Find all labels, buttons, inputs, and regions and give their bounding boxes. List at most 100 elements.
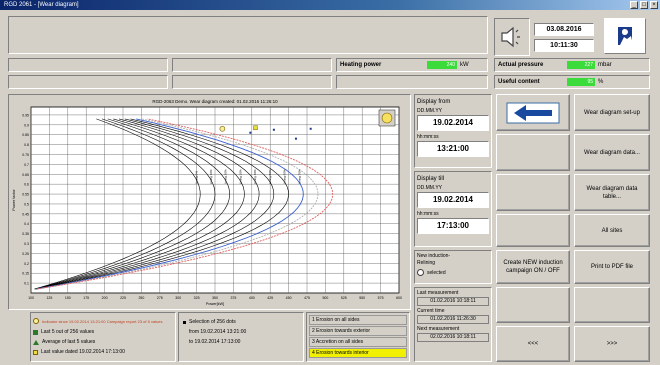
measurement-panel: Last measurement 01.02.2016 10:18:11 Cur… bbox=[414, 287, 492, 362]
yellow-square-icon bbox=[33, 349, 38, 355]
curve-label: Lining 70% bbox=[297, 169, 301, 184]
display-to-date-input[interactable]: 19.02.2014 bbox=[417, 192, 489, 208]
x-tick-label: 250 bbox=[138, 296, 144, 300]
wear-diagram-table-button[interactable]: Wear diagram data table... bbox=[574, 174, 650, 211]
radio-icon[interactable] bbox=[417, 269, 424, 276]
heating-power-label: Heating power bbox=[340, 62, 382, 68]
empty-button-4[interactable] bbox=[496, 287, 570, 323]
wear-curve bbox=[36, 118, 304, 290]
display-from-time-input[interactable]: 13:21:00 bbox=[417, 141, 489, 157]
green-square-icon bbox=[33, 329, 38, 335]
display-to-label: Display till bbox=[417, 176, 445, 182]
data-point bbox=[309, 127, 312, 130]
display-to-time-format: hh:mm:ss bbox=[417, 211, 439, 217]
data-point bbox=[272, 128, 275, 131]
legend-box: Indicator since 19.02.2014 13:21:00 Camp… bbox=[30, 312, 176, 362]
new-relining-radio[interactable]: selected bbox=[417, 269, 489, 276]
speaker-mute-icon[interactable] bbox=[494, 18, 530, 56]
y-tick-label: 0.65 bbox=[22, 173, 29, 177]
time-display: 10:11:30 bbox=[534, 39, 594, 52]
curve-label: Lining 40% bbox=[253, 169, 257, 184]
y-tick-label: 0.55 bbox=[22, 193, 29, 197]
create-campaign-button[interactable]: Create NEW induction campaign ON / OFF bbox=[496, 250, 570, 284]
status-field-5 bbox=[336, 75, 488, 89]
curve-label: Lining 50% bbox=[268, 169, 272, 184]
wear-curve bbox=[35, 118, 245, 290]
legend-item-1: Indicator since 19.02.2014 13:21:00 Camp… bbox=[33, 315, 173, 327]
new-relining-panel: New induction-Relining selected bbox=[414, 250, 492, 284]
legend-text-2: Last 5 out of 256 values bbox=[41, 329, 95, 335]
display-from-panel: Display from DD.MM.YY 19.02.2014 hh:mm:s… bbox=[414, 94, 492, 168]
wear-curve bbox=[35, 118, 275, 290]
empty-button-3[interactable] bbox=[496, 214, 570, 247]
previous-button[interactable]: <<< bbox=[496, 326, 570, 362]
empty-button-1[interactable] bbox=[496, 134, 570, 171]
title-bar: RGD 2061 - [Wear diagram] _ □ × bbox=[0, 0, 660, 10]
curve-label: Lining 30% bbox=[238, 169, 242, 184]
empty-button-5[interactable] bbox=[574, 287, 650, 323]
x-tick-label: 200 bbox=[102, 296, 108, 300]
actual-pressure-field: Actual pressure 227 mbar bbox=[494, 58, 650, 72]
x-tick-label: 225 bbox=[120, 296, 126, 300]
option-erosion-all[interactable]: 1 Erosion on all sides bbox=[309, 315, 407, 325]
display-to-time-input[interactable]: 17:13:00 bbox=[417, 218, 489, 234]
y-tick-label: 0.75 bbox=[22, 153, 29, 157]
x-tick-label: 475 bbox=[304, 296, 310, 300]
display-from-date-input[interactable]: 19.02.2014 bbox=[417, 115, 489, 131]
status-field-2 bbox=[172, 58, 332, 72]
print-pdf-button[interactable]: Print to PDF file bbox=[574, 250, 650, 284]
selection-text-3: to 19.02.2014 17:13:00 bbox=[189, 339, 241, 345]
all-sites-button[interactable]: All sites bbox=[574, 214, 650, 247]
useful-content-field: Useful content 95 % bbox=[494, 75, 650, 89]
triangle-icon bbox=[33, 339, 39, 345]
wear-diagram-chart[interactable]: RGD-2063 Demo. Wear diagram created: 01.… bbox=[9, 95, 410, 309]
selection-line-2: from 19.02.2014 13:21:00 bbox=[183, 327, 299, 337]
wear-diagram-setup-button[interactable]: Wear diagram set-up bbox=[574, 94, 650, 131]
back-button[interactable] bbox=[496, 94, 570, 131]
header-empty-panel bbox=[8, 16, 488, 54]
operator-icon[interactable] bbox=[604, 18, 646, 54]
data-point bbox=[219, 125, 226, 132]
x-tick-label: 300 bbox=[175, 296, 181, 300]
y-tick-label: 0.45 bbox=[22, 212, 29, 216]
new-relining-label: New induction-Relining bbox=[417, 253, 451, 266]
x-tick-label: 575 bbox=[378, 296, 384, 300]
minimize-icon[interactable]: _ bbox=[630, 1, 638, 9]
chart-title: RGD-2063 Demo. Wear diagram created: 01.… bbox=[152, 99, 278, 104]
y-tick-label: 0.85 bbox=[22, 133, 29, 137]
selection-text-1: Selection of 256 dots bbox=[189, 319, 236, 325]
curve-label: Lining 60% bbox=[283, 169, 287, 184]
next-measurement-value: 02.02.2016 10:18:11 bbox=[417, 333, 489, 342]
wear-curve bbox=[34, 118, 231, 290]
maximize-icon[interactable]: □ bbox=[640, 1, 648, 9]
x-tick-label: 125 bbox=[46, 296, 52, 300]
legend-item-3: Average of last 5 values bbox=[33, 337, 173, 347]
display-to-date-format: DD.MM.YY bbox=[417, 185, 442, 191]
wear-curve bbox=[36, 118, 289, 290]
x-tick-label: 450 bbox=[286, 296, 292, 300]
new-relining-radio-label: selected bbox=[427, 269, 446, 276]
x-tick-label: 175 bbox=[83, 296, 89, 300]
useful-content-label: Useful content bbox=[498, 79, 540, 85]
option-erosion-interior[interactable]: 4 Erosion towards interior bbox=[309, 348, 407, 358]
mode-options-box: 1 Erosion on all sides 2 Erosion towards… bbox=[306, 312, 410, 362]
curve-label: Lining 20% bbox=[224, 169, 228, 184]
option-erosion-exterior[interactable]: 2 Erosion towards exterior bbox=[309, 326, 407, 336]
current-time-value: 01.02.2016 11:26:30 bbox=[417, 315, 489, 324]
x-tick-label: 275 bbox=[157, 296, 163, 300]
wear-curve bbox=[34, 118, 216, 290]
last-measurement-value: 01.02.2016 10:18:11 bbox=[417, 297, 489, 306]
y-tick-label: 0.35 bbox=[22, 232, 29, 236]
close-icon[interactable]: × bbox=[650, 1, 658, 9]
empty-button-2[interactable] bbox=[496, 174, 570, 211]
useful-content-value: 95 bbox=[567, 78, 595, 86]
status-field-4 bbox=[172, 75, 332, 89]
heating-power-unit: kW bbox=[460, 62, 469, 68]
data-point bbox=[253, 125, 258, 131]
next-button[interactable]: >>> bbox=[574, 326, 650, 362]
selection-box: Selection of 256 dots from 19.02.2014 13… bbox=[178, 312, 304, 362]
option-accretion-all[interactable]: 3 Accretion on all sides bbox=[309, 337, 407, 347]
wear-diagram-data-button[interactable]: Wear diagram data... bbox=[574, 134, 650, 171]
selection-text-2: from 19.02.2014 13:21:00 bbox=[189, 329, 247, 335]
x-tick-label: 150 bbox=[65, 296, 71, 300]
